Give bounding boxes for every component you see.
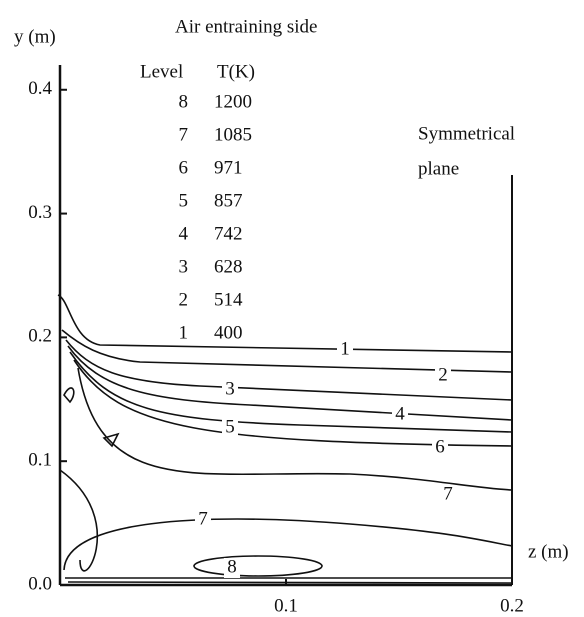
contour-label: 5: [225, 416, 235, 437]
level-number: 2: [179, 289, 189, 310]
label-bg: [222, 418, 238, 438]
label-bg: [195, 510, 211, 530]
level-number: 7: [179, 124, 189, 145]
x-axis-label: z (m): [528, 541, 569, 562]
label-bg: [337, 340, 353, 360]
contour-label: 8: [227, 556, 237, 577]
label-bg: [222, 380, 238, 400]
contour-label: 1: [340, 338, 350, 359]
level-temperature: 400: [214, 322, 243, 343]
contour-fragment: [63, 387, 75, 404]
contour-label: 7: [198, 508, 208, 529]
label-bg: [440, 485, 456, 505]
level-number: 5: [179, 190, 189, 211]
level-temperature: 1085: [214, 124, 252, 145]
contour-line: [69, 351, 513, 433]
x-tick-label: 0.1: [274, 595, 298, 616]
level-temperature: 857: [214, 190, 243, 211]
contour-label: 4: [395, 403, 405, 424]
level-temperature: 742: [214, 223, 243, 244]
label-bg: [432, 438, 448, 458]
contour-label: 6: [435, 436, 445, 457]
y-tick-label: 0.2: [28, 326, 52, 347]
level-temperature: 628: [214, 256, 243, 277]
y-tick-label: 0.4: [28, 78, 52, 99]
contour-label: 7: [443, 483, 453, 504]
table-header: T(K): [217, 61, 255, 82]
level-number: 8: [179, 91, 189, 112]
contour-line: [77, 367, 513, 491]
contour-line: [61, 329, 513, 373]
level-number: 6: [179, 157, 189, 178]
y-tick-label: 0.0: [28, 573, 52, 594]
level-number: 3: [179, 256, 189, 277]
contour-fragment: [59, 469, 99, 572]
contour-label: 3: [225, 378, 235, 399]
label-bg: [392, 405, 408, 425]
x-tick-label: 0.2: [500, 595, 524, 616]
y-tick-label: 0.3: [28, 202, 52, 223]
contour-line: [65, 339, 513, 401]
contour-line: [63, 518, 513, 571]
contour-line: [193, 555, 323, 577]
contour-fragment: [65, 577, 513, 584]
label-bg: [224, 558, 240, 578]
level-number: 1: [179, 322, 189, 343]
annotation: plane: [418, 158, 459, 179]
label-bg: [435, 366, 451, 386]
y-tick-label: 0.1: [28, 450, 52, 471]
contour-fragment: [102, 432, 120, 448]
annotation: Symmetrical: [418, 123, 515, 144]
level-temperature: 971: [214, 157, 243, 178]
contour-line: [73, 359, 513, 447]
level-temperature: 514: [214, 289, 243, 310]
level-number: 4: [179, 223, 189, 244]
level-temperature: 1200: [214, 91, 252, 112]
contour-label: 2: [438, 364, 448, 385]
contour-line: [67, 345, 513, 421]
y-axis-label: y (m): [14, 26, 56, 47]
chart-title: Air entraining side: [175, 16, 317, 37]
contour-line: [57, 294, 513, 353]
table-header: Level: [140, 61, 183, 82]
